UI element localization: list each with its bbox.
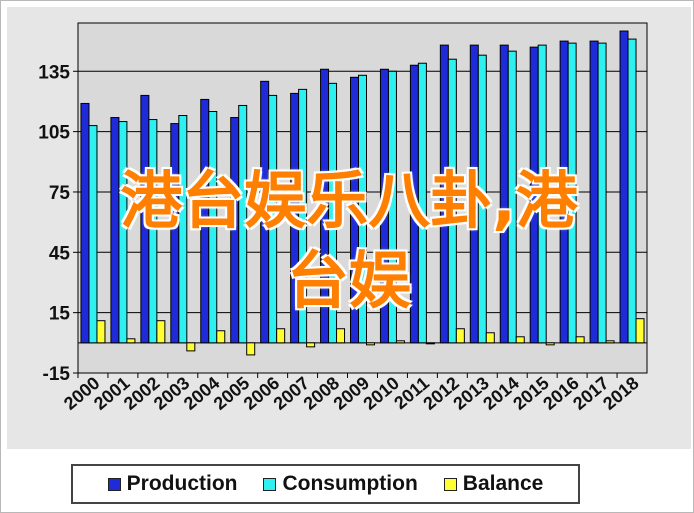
bar-consumption (417, 62, 427, 344)
legend-swatch-production (107, 477, 121, 491)
bar-balance (186, 342, 196, 352)
y-tick-label: 45 (49, 243, 71, 264)
bar-chart: -151545751051352000200120022003200420052… (38, 22, 648, 414)
bar-balance (246, 342, 256, 356)
bar-production (140, 94, 150, 344)
bar-consumption (447, 58, 457, 344)
bar-production (260, 80, 270, 344)
bar-consumption (178, 115, 188, 344)
legend-swatch-balance (443, 477, 457, 491)
bar-production (379, 68, 389, 344)
bar-balance (575, 336, 585, 344)
y-tick-label: 135 (38, 62, 70, 83)
bar-balance (306, 342, 316, 348)
bar-balance (395, 340, 405, 344)
bar-consumption (238, 104, 248, 344)
bar-consumption (328, 82, 338, 344)
bar-production (320, 68, 330, 344)
bar-consumption (387, 70, 397, 344)
bar-consumption (477, 54, 487, 344)
bar-balance (96, 320, 106, 344)
bar-production (589, 40, 599, 344)
bar-balance (276, 328, 286, 344)
bar-balance (126, 338, 136, 344)
bar-consumption (88, 125, 98, 344)
y-tick-label: -15 (43, 364, 71, 385)
bar-production (559, 40, 569, 344)
legend-label-balance: Balance (462, 472, 544, 495)
bar-production (409, 64, 419, 344)
bar-balance (336, 328, 346, 344)
bar-consumption (507, 50, 517, 344)
bar-production (499, 44, 509, 344)
bar-consumption (627, 38, 637, 344)
bar-balance (635, 318, 645, 344)
chart-legend: Production Consumption Balance (71, 464, 580, 504)
bar-consumption (148, 119, 158, 344)
y-tick-label: 15 (49, 304, 71, 325)
bar-production (200, 98, 210, 344)
y-tick-label: 75 (49, 183, 71, 204)
y-tick-label: 105 (38, 123, 70, 144)
bar-balance (605, 340, 615, 344)
bar-balance (515, 336, 525, 344)
legend-item-production: Production (107, 472, 238, 496)
bar-balance (425, 342, 435, 345)
legend-item-balance: Balance (443, 472, 544, 496)
bar-balance (156, 320, 166, 344)
bar-production (170, 123, 180, 344)
bar-production (529, 46, 539, 344)
legend-swatch-consumption (263, 477, 277, 491)
bar-consumption (358, 74, 367, 344)
bar-production (350, 76, 359, 344)
bar-balance (366, 342, 375, 346)
bar-consumption (208, 111, 218, 344)
bar-production (110, 117, 120, 344)
x-tick-label: 2018 (599, 373, 643, 414)
bar-production (290, 92, 300, 344)
bar-consumption (567, 42, 577, 344)
bar-consumption (268, 94, 278, 344)
bar-production (619, 30, 629, 344)
bar-balance (485, 332, 495, 344)
bar-production (80, 102, 90, 344)
bar-production (230, 117, 240, 344)
legend-item-consumption: Consumption (263, 472, 418, 496)
bar-production (469, 44, 479, 344)
bar-balance (545, 342, 555, 346)
bar-consumption (537, 44, 547, 344)
bar-balance (216, 330, 226, 344)
legend-label-production: Production (126, 472, 238, 495)
bar-consumption (597, 42, 607, 344)
bar-balance (455, 328, 465, 344)
bar-production (439, 44, 449, 344)
bar-consumption (298, 88, 308, 344)
bar-consumption (118, 121, 128, 344)
legend-label-consumption: Consumption (282, 472, 418, 495)
